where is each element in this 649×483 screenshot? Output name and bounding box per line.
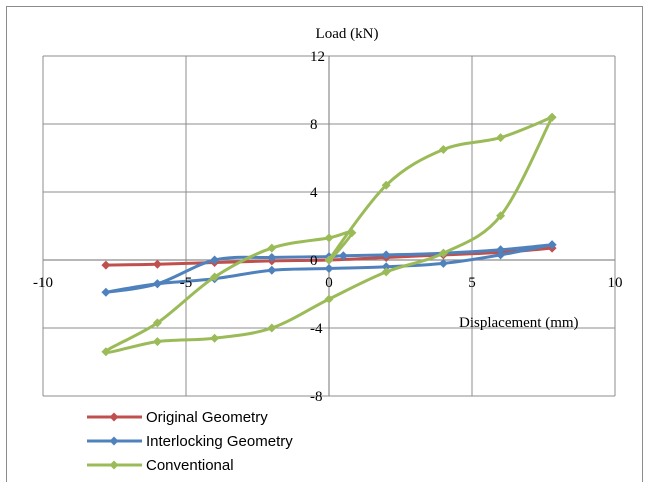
- data-point: [210, 255, 220, 265]
- data-point: [547, 240, 557, 250]
- data-point: [381, 262, 391, 272]
- data-point: [101, 260, 111, 270]
- series-layer: [101, 112, 557, 357]
- data-point: [324, 264, 334, 273]
- data-point: [152, 279, 162, 289]
- legend-item: Original Geometry: [87, 409, 268, 426]
- data-point: [496, 245, 506, 255]
- legend-swatch-marker: [109, 436, 119, 446]
- data-point: [324, 294, 334, 304]
- y-tick-label: -8: [310, 389, 323, 405]
- data-point: [267, 323, 277, 333]
- data-point: [496, 133, 506, 143]
- data-point: [152, 337, 162, 347]
- series-conventional: [101, 112, 557, 357]
- data-point: [267, 243, 277, 253]
- y-tick-label: 12: [310, 49, 325, 65]
- data-point: [101, 347, 111, 357]
- y-tick-label: -4: [310, 321, 323, 337]
- legend-item: Interlocking Geometry: [87, 433, 293, 450]
- data-point: [324, 255, 334, 265]
- x-tick-label: 0: [325, 275, 333, 291]
- data-point: [381, 180, 391, 190]
- tick-labels: -10 -5 0 5 10 -8 -4 0 4 8 12: [33, 49, 623, 405]
- legend-label: Interlocking Geometry: [146, 433, 293, 450]
- data-point: [438, 145, 448, 154]
- data-point: [152, 259, 162, 269]
- data-point: [324, 233, 334, 243]
- legend-swatch-marker: [109, 412, 119, 422]
- data-point: [152, 318, 162, 328]
- data-point: [347, 228, 357, 238]
- series-interlocking-geometry: [101, 240, 557, 297]
- legend-label: Conventional: [146, 457, 234, 474]
- x-axis-title: Displacement (mm): [459, 315, 579, 331]
- chart: -10 -5 0 5 10 -8 -4 0 4 8 12 Load (kN) Displacemen…: [33, 26, 623, 474]
- legend: Original Geometry Interlocking Geometry Co…: [87, 409, 293, 474]
- y-tick-label: 8: [310, 117, 318, 133]
- data-point: [496, 250, 506, 260]
- data-point: [381, 250, 391, 260]
- x-tick-label: -5: [180, 275, 193, 291]
- data-point: [101, 287, 111, 297]
- x-tick-label: 10: [608, 275, 623, 291]
- x-tick-label: -10: [33, 275, 53, 291]
- data-point: [496, 211, 506, 221]
- legend-swatch-marker: [109, 460, 119, 470]
- y-tick-label: 4: [310, 185, 318, 201]
- data-point: [381, 267, 391, 277]
- data-point: [438, 258, 448, 268]
- data-point: [267, 265, 277, 275]
- axes: [42, 55, 616, 397]
- data-point: [438, 248, 448, 258]
- data-point: [210, 272, 220, 282]
- data-point: [338, 251, 348, 261]
- chart-frame: -10 -5 0 5 10 -8 -4 0 4 8 12 Load (kN) Displacemen…: [6, 6, 643, 482]
- y-axis-title: Load (kN): [316, 26, 379, 42]
- legend-label: Original Geometry: [146, 409, 268, 426]
- data-point: [210, 333, 220, 343]
- data-point: [267, 252, 277, 262]
- data-point: [547, 112, 557, 122]
- y-tick-label: 0: [310, 253, 318, 269]
- x-tick-label: 5: [468, 275, 476, 291]
- legend-item: Conventional: [87, 457, 234, 474]
